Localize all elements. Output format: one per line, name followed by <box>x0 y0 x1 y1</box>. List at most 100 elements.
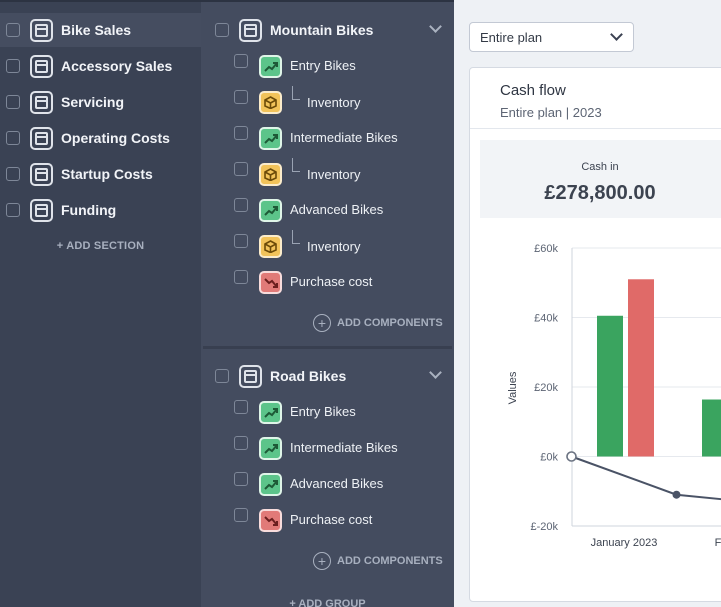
box-icon <box>259 91 282 114</box>
component-checkbox[interactable] <box>234 198 248 212</box>
component-checkbox[interactable] <box>234 270 248 284</box>
section-item[interactable]: Operating Costs <box>0 121 201 155</box>
group-header[interactable]: Mountain Bikes <box>201 15 454 45</box>
card-title: Cash flow <box>500 82 566 99</box>
section-item[interactable]: Accessory Sales <box>0 49 201 83</box>
component-checkbox[interactable] <box>234 508 248 522</box>
bar <box>702 399 721 457</box>
component-label: Inventory <box>307 167 361 182</box>
section-item[interactable]: Servicing <box>0 85 201 119</box>
section-label: Funding <box>61 202 117 218</box>
component-item[interactable]: Advanced Bikes <box>201 468 454 498</box>
x-tick-label: January 2023 <box>591 537 658 549</box>
group-checkbox[interactable] <box>215 369 229 383</box>
x-tick-label: Febru <box>715 537 721 549</box>
component-item[interactable]: Purchase cost <box>201 504 454 534</box>
component-checkbox[interactable] <box>234 400 248 414</box>
section-label: Servicing <box>61 94 125 110</box>
plan-select[interactable]: Entire plan <box>469 22 634 52</box>
component-item[interactable]: Inventory <box>201 230 454 260</box>
component-checkbox[interactable] <box>234 54 248 68</box>
bar <box>628 279 654 457</box>
trend-up-icon <box>259 55 282 78</box>
add-components-label: ADD COMPONENTS <box>337 555 443 567</box>
component-checkbox[interactable] <box>234 90 248 104</box>
chevron-down-icon[interactable] <box>429 366 442 379</box>
main-content: Entire plan Cash flow Entire plan | 2023… <box>454 0 721 607</box>
component-checkbox[interactable] <box>234 472 248 486</box>
section-checkbox[interactable] <box>6 203 20 217</box>
tree-connector <box>292 86 300 100</box>
trend-up-icon <box>259 199 282 222</box>
plan-select-value: Entire plan <box>480 29 543 45</box>
component-label: Intermediate Bikes <box>290 130 398 145</box>
folder-icon <box>30 54 53 78</box>
y-tick-label: £20k <box>534 382 558 394</box>
trend-up-icon <box>259 473 282 496</box>
component-label: Intermediate Bikes <box>290 440 398 455</box>
component-item[interactable]: Entry Bikes <box>201 50 454 80</box>
add-group-button[interactable]: + ADD GROUP <box>289 598 366 607</box>
section-checkbox[interactable] <box>6 95 20 109</box>
bar <box>597 315 623 457</box>
component-label: Entry Bikes <box>290 404 356 419</box>
section-item[interactable]: Startup Costs <box>0 157 201 191</box>
groups-panel: Mountain Bikes Entry Bikes Inventory Interm… <box>201 0 454 607</box>
add-section-button[interactable]: + ADD SECTION <box>56 240 145 252</box>
line-point <box>672 490 681 499</box>
plus-circle-icon: + <box>313 552 331 570</box>
component-item[interactable]: Entry Bikes <box>201 396 454 426</box>
component-item[interactable]: Intermediate Bikes <box>201 432 454 462</box>
section-label: Operating Costs <box>61 130 170 146</box>
component-checkbox[interactable] <box>234 234 248 248</box>
folder-icon <box>30 90 53 114</box>
folder-icon <box>30 126 53 150</box>
group-header[interactable]: Road Bikes <box>201 361 454 391</box>
component-item[interactable]: Inventory <box>201 86 454 116</box>
component-item[interactable]: Advanced Bikes <box>201 194 454 224</box>
section-checkbox[interactable] <box>6 167 20 181</box>
cash-flow-chart: £-20k £0k £20k £40k £60k Values January 2023 Fe… <box>507 243 721 549</box>
tree-connector <box>292 230 300 244</box>
component-label: Inventory <box>307 239 361 254</box>
sections-sidebar: Bike Sales Accessory Sales Servicing Operat… <box>0 0 201 607</box>
trend-down-icon <box>259 271 282 294</box>
component-checkbox[interactable] <box>234 126 248 140</box>
trend-up-icon <box>259 401 282 424</box>
folder-icon <box>30 18 53 42</box>
stat-value: £278,800.00 <box>544 182 656 204</box>
y-tick-label: £0k <box>540 452 558 464</box>
section-checkbox[interactable] <box>6 23 20 37</box>
trend-down-icon <box>259 509 282 532</box>
tree-connector <box>292 158 300 172</box>
section-checkbox[interactable] <box>6 59 20 73</box>
section-checkbox[interactable] <box>6 131 20 145</box>
component-label: Purchase cost <box>290 512 373 527</box>
folder-icon <box>30 198 53 222</box>
chevron-down-icon[interactable] <box>429 20 442 33</box>
component-item[interactable]: Inventory <box>201 158 454 188</box>
y-tick-label: £60k <box>534 243 558 255</box>
section-label: Accessory Sales <box>61 58 173 74</box>
group-title: Mountain Bikes <box>270 22 374 38</box>
component-checkbox[interactable] <box>234 436 248 450</box>
component-label: Advanced Bikes <box>290 202 384 217</box>
add-components-button[interactable]: + ADD COMPONENTS <box>313 314 443 332</box>
folder-icon <box>30 162 53 186</box>
card-subtitle: Entire plan | 2023 <box>500 105 602 120</box>
cash-flow-card: Cash flow Entire plan | 2023 Cash in £27… <box>469 67 721 602</box>
component-item[interactable]: Intermediate Bikes <box>201 122 454 152</box>
stat-label: Cash in <box>581 161 619 173</box>
y-axis-label: Values <box>507 371 519 404</box>
component-item[interactable]: Purchase cost <box>201 266 454 296</box>
component-label: Inventory <box>307 95 361 110</box>
folder-icon <box>239 18 262 42</box>
component-checkbox[interactable] <box>234 162 248 176</box>
group-checkbox[interactable] <box>215 23 229 37</box>
component-label: Purchase cost <box>290 274 373 289</box>
add-components-button[interactable]: + ADD COMPONENTS <box>313 552 443 570</box>
section-item[interactable]: Bike Sales <box>0 13 201 47</box>
component-label: Advanced Bikes <box>290 476 384 491</box>
section-item[interactable]: Funding <box>0 193 201 227</box>
section-label: Bike Sales <box>61 22 132 38</box>
